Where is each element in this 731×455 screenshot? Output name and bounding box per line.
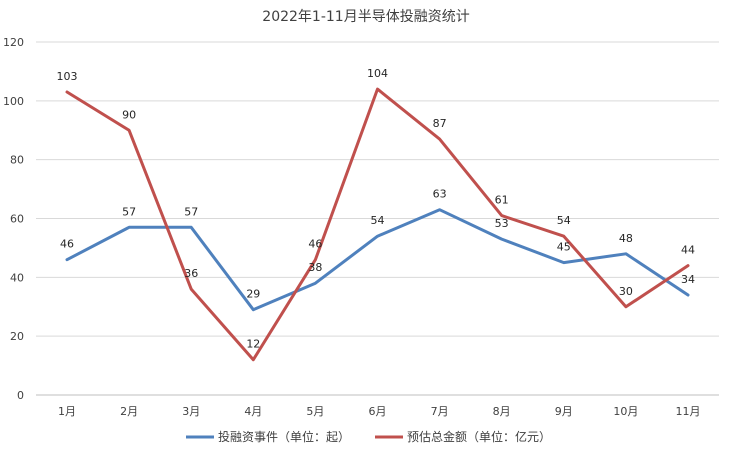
y-tick-label: 80 [10, 154, 24, 167]
data-label: 54 [371, 214, 385, 227]
gridlines [36, 41, 719, 396]
x-tick-label: 10月 [613, 405, 638, 418]
y-tick-label: 60 [10, 213, 24, 226]
data-label: 46 [308, 238, 322, 251]
y-tick-label: 100 [3, 95, 24, 108]
y-axis-ticks: 0 20 40 60 80 100 120 [3, 36, 24, 402]
data-label: 103 [57, 70, 78, 83]
x-tick-label: 6月 [369, 405, 387, 418]
data-label: 45 [557, 241, 571, 254]
data-label: 34 [681, 273, 695, 286]
x-axis-ticks: 1月 2月 3月 4月 5月 6月 7月 8月 9月 10月 11月 [58, 405, 700, 418]
series-lines [65, 87, 690, 362]
data-label: 46 [60, 238, 74, 251]
x-tick-label: 2月 [120, 405, 138, 418]
data-label: 48 [619, 232, 633, 245]
x-tick-label: 7月 [431, 405, 449, 418]
chart-title: 2022年1-11月半导体投融资统计 [262, 9, 469, 25]
data-label: 29 [246, 288, 260, 301]
x-tick-label: 4月 [244, 405, 262, 418]
x-tick-label: 5月 [306, 405, 324, 418]
data-label: 53 [495, 217, 509, 230]
y-tick-label: 120 [3, 36, 24, 49]
y-tick-label: 20 [10, 330, 24, 343]
data-label: 44 [681, 244, 695, 257]
x-tick-label: 3月 [182, 405, 200, 418]
data-label: 30 [619, 285, 633, 298]
data-label: 61 [495, 194, 509, 207]
legend-label-2: 预估总金额（单位：亿元） [407, 429, 551, 444]
x-tick-label: 11月 [675, 405, 700, 418]
y-tick-label: 40 [10, 271, 24, 284]
data-label: 38 [308, 261, 322, 274]
data-labels: 46 57 57 29 38 54 63 53 45 48 34 103 90 36 12 46 104 87 61… [57, 67, 695, 351]
data-label: 57 [122, 205, 136, 218]
legend: 投融资事件（单位：起） 预估总金额（单位：亿元） [186, 429, 551, 444]
data-label: 36 [184, 267, 198, 280]
data-label: 54 [557, 214, 571, 227]
y-tick-label: 0 [17, 389, 24, 402]
x-tick-label: 1月 [58, 405, 76, 418]
data-label: 57 [184, 205, 198, 218]
data-label: 104 [367, 67, 388, 80]
data-label: 12 [246, 338, 260, 351]
data-label: 63 [433, 188, 447, 201]
data-label: 90 [122, 108, 136, 121]
series-line-2 [65, 87, 690, 362]
data-label: 87 [433, 117, 447, 130]
x-tick-label: 9月 [555, 405, 573, 418]
x-tick-label: 8月 [493, 405, 511, 418]
legend-label-1: 投融资事件（单位：起） [218, 429, 350, 444]
